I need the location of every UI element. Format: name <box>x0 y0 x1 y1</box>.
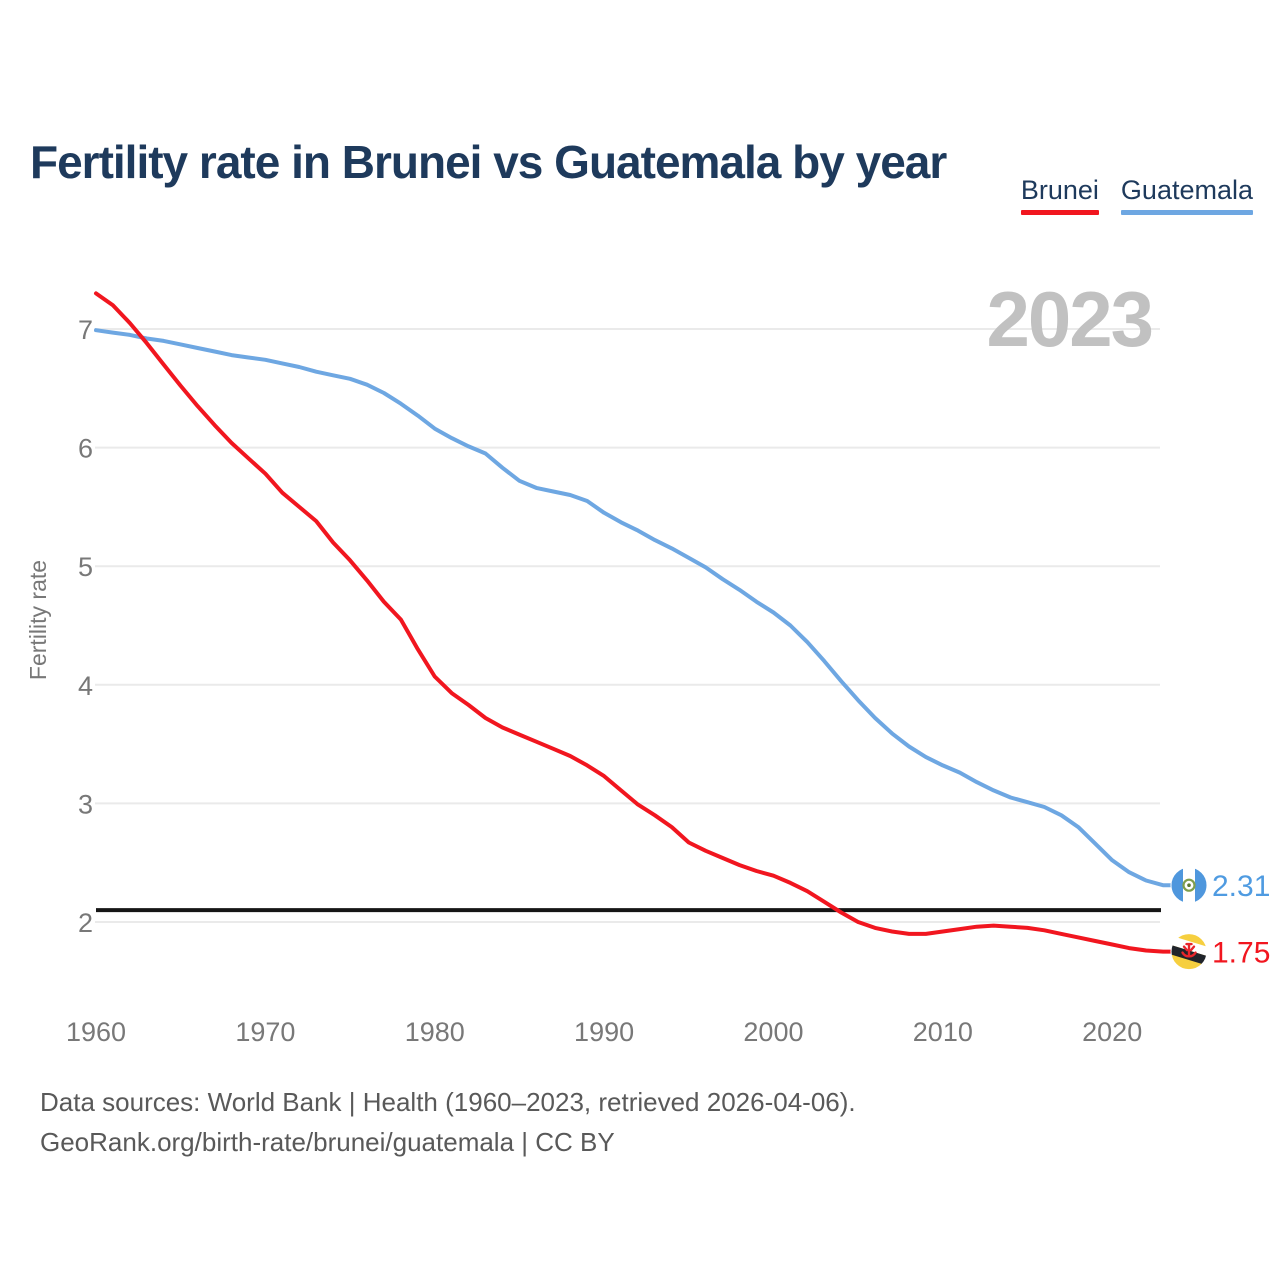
x-tick-label-1980: 1980 <box>405 1017 465 1047</box>
watermark-year: 2023 <box>986 275 1152 363</box>
x-tick-label-1960: 1960 <box>66 1017 126 1047</box>
y-tick-label-5: 5 <box>78 552 93 582</box>
legend-item-brunei[interactable]: Brunei <box>1020 175 1099 215</box>
legend-color-bar-brunei <box>1020 210 1099 215</box>
chart-title: Fertility rate in Brunei vs Guatemala by… <box>30 135 947 188</box>
brunei-line <box>94 291 1173 954</box>
gridlines <box>95 328 1160 923</box>
y-tick-label-7: 7 <box>78 315 93 345</box>
brunei-flag-icon <box>1170 933 1208 971</box>
brunei-end-value: 1.75 <box>1212 937 1270 970</box>
plot-area[interactable] <box>96 270 1160 922</box>
y-tick-label-6: 6 <box>78 434 93 464</box>
y-tick-label-2: 2 <box>78 908 93 938</box>
x-tick-label-2020: 2020 <box>1082 1017 1142 1047</box>
guatemala-flag-icon <box>1170 866 1208 904</box>
legend-label-brunei: Brunei <box>1020 175 1099 205</box>
x-tick-label-2010: 2010 <box>913 1017 973 1047</box>
series-layer <box>94 291 1173 954</box>
y-tick-label-3: 3 <box>78 789 93 819</box>
legend-color-bar-guatemala <box>1120 210 1253 215</box>
chart-footer: Data sources: World Bank | Health (1960–… <box>40 1082 856 1162</box>
y-axis-title: Fertility rate <box>25 560 51 680</box>
end-labels-layer: 2.31 1.75 <box>1170 866 1270 971</box>
x-tick-label-2000: 2000 <box>743 1017 803 1047</box>
footer-source-line: Data sources: World Bank | Health (1960–… <box>40 1087 856 1117</box>
guatemala-end-value: 2.31 <box>1212 870 1270 903</box>
y-tick-label-4: 4 <box>78 671 93 701</box>
legend-label-guatemala: Guatemala <box>1120 175 1253 205</box>
x-tick-label-1990: 1990 <box>574 1017 634 1047</box>
legend-item-guatemala[interactable]: Guatemala <box>1120 175 1253 215</box>
footer-attribution-line: GeoRank.org/birth-rate/brunei/guatemala … <box>40 1127 615 1157</box>
legend: Brunei Guatemala <box>1020 175 1253 215</box>
x-tick-label-1970: 1970 <box>235 1017 295 1047</box>
guatemala-line <box>94 328 1173 888</box>
axis-labels: 7 6 5 4 3 2 1960 1970 1980 1990 2000 2010 2020 <box>66 315 1142 1047</box>
